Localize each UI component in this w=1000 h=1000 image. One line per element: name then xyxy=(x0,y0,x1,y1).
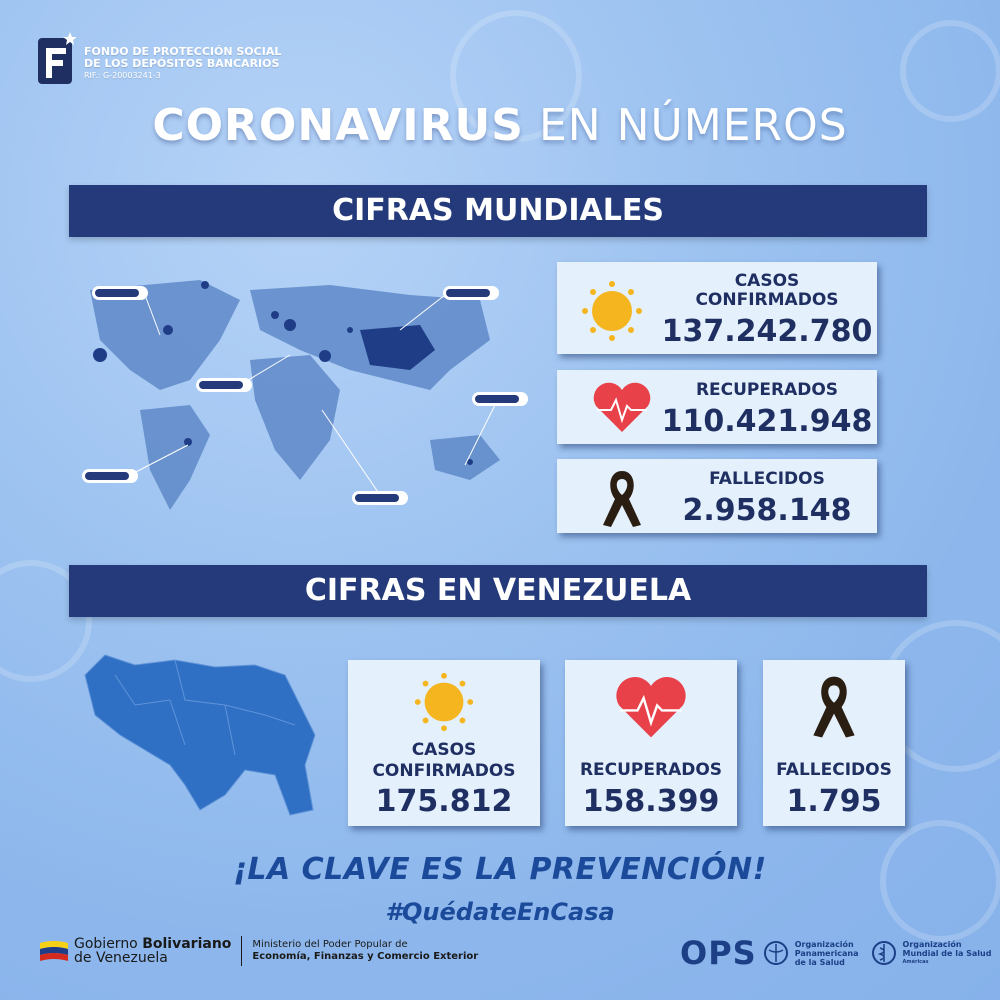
bg-virus-decoration xyxy=(0,560,92,682)
venezuela-recovered-label: RECUPERADOS xyxy=(579,760,723,780)
world-recovered-card: RECUPERADOS 110.421.948 xyxy=(557,370,877,444)
footer-divider xyxy=(241,936,243,966)
who-org-line-2: Mundial de la Salud xyxy=(902,948,992,958)
ops-wordmark: OPS xyxy=(680,934,757,972)
venezuela-confirmed-card: CASOS CONFIRMADOS 175.812 xyxy=(348,660,540,826)
virus-icon xyxy=(414,672,474,732)
world-confirmed-label-1: CASOS xyxy=(734,271,800,291)
title-bold: CORONAVIRUS xyxy=(152,100,524,151)
venezuela-deaths-value: 1.795 xyxy=(786,784,882,819)
world-confirmed-value: 137.242.780 xyxy=(661,314,873,349)
hashtag: #QuédateEnCasa xyxy=(385,898,615,926)
ops-org-line-1: Organización xyxy=(794,939,854,949)
heart-icon xyxy=(593,382,651,432)
ops-org-line-2: Panamericana xyxy=(794,948,859,958)
logo-line-1: FONDO DE PROTECCIÓN SOCIAL xyxy=(84,45,282,58)
world-section-header: CIFRAS MUNDIALES xyxy=(69,185,927,237)
bg-virus-decoration xyxy=(450,10,582,142)
ops-emblem-icon xyxy=(763,941,788,965)
world-deaths-label: FALLECIDOS xyxy=(709,469,825,489)
venezuela-flag-icon xyxy=(40,941,68,961)
ministry-line-1: Ministerio del Poder Popular de xyxy=(252,939,408,950)
gov-text-2: de Venezuela xyxy=(74,950,168,966)
government-logo: Gobierno Bolivariano de Venezuela Minist… xyxy=(40,936,478,966)
ops-org-line-3: de la Salud xyxy=(794,957,845,967)
page-title: CORONAVIRUS EN NÚMEROS xyxy=(0,100,1000,151)
ribbon-icon xyxy=(603,471,641,527)
world-confirmed-label-2: CONFIRMADOS xyxy=(695,290,839,310)
bg-virus-decoration xyxy=(880,820,1000,942)
venezuela-recovered-card: RECUPERADOS 158.399 xyxy=(565,660,737,826)
who-org-line-1: Organización xyxy=(902,939,962,949)
venezuela-section-header: CIFRAS EN VENEZUELA xyxy=(69,565,927,617)
venezuela-confirmed-value: 175.812 xyxy=(375,784,513,819)
venezuela-deaths-card: FALLECIDOS 1.795 xyxy=(763,660,905,826)
venezuela-deaths-label: FALLECIDOS xyxy=(776,760,892,780)
world-deaths-value: 2.958.148 xyxy=(682,493,852,528)
ops-who-logos: OPS Organización Panamericana de la Salu… xyxy=(680,934,991,972)
who-emblem-icon xyxy=(871,941,896,965)
world-map xyxy=(82,280,528,510)
logo-rif: RIF.: G-20003241-3 xyxy=(84,71,161,80)
slogan: ¡LA CLAVE ES LA PREVENCIÓN! xyxy=(233,852,767,887)
venezuela-recovered-value: 158.399 xyxy=(582,784,720,819)
ministry-line-2: Economía, Finanzas y Comercio Exterior xyxy=(252,951,479,962)
who-org-line-3: Américas xyxy=(902,958,929,965)
gov-text-1: Gobierno xyxy=(74,936,143,952)
bg-virus-decoration xyxy=(900,20,1000,122)
world-recovered-value: 110.421.948 xyxy=(661,404,873,439)
heart-icon xyxy=(616,677,686,738)
world-confirmed-card: CASOS CONFIRMADOS 137.242.780 xyxy=(557,262,877,354)
world-recovered-label: RECUPERADOS xyxy=(695,380,839,400)
virus-icon xyxy=(582,281,642,341)
gov-text-bold: Bolivariano xyxy=(142,936,232,952)
fogade-logo-icon xyxy=(36,32,77,88)
venezuela-confirmed-label-1: CASOS xyxy=(411,740,477,760)
world-deaths-card: FALLECIDOS 2.958.148 xyxy=(557,459,877,533)
fogade-logo: FONDO DE PROTECCIÓN SOCIAL DE LOS DEPÓSI… xyxy=(36,32,281,88)
venezuela-confirmed-label-2: CONFIRMADOS xyxy=(372,761,516,781)
title-light: EN NÚMEROS xyxy=(538,100,848,151)
venezuela-map xyxy=(84,654,316,816)
ribbon-icon xyxy=(813,676,855,738)
logo-line-2: DE LOS DEPÓSITOS BANCARIOS xyxy=(84,57,280,70)
